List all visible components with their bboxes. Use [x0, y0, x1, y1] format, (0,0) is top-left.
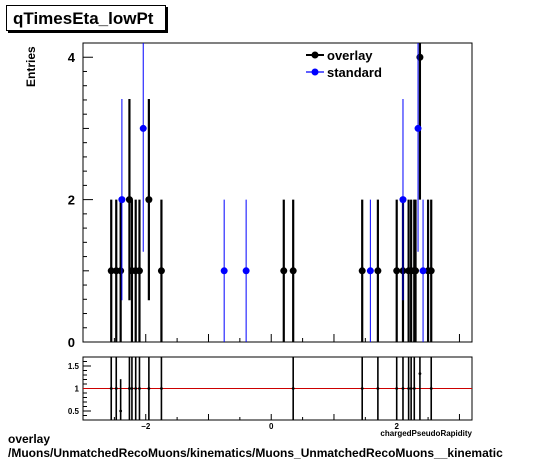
main-y-tick-label: 0: [68, 335, 75, 350]
chart-title: qTimesEta_lowPt: [6, 5, 166, 31]
x-axis-label: chargedPseudoRapidity: [380, 429, 472, 438]
main-frame-rect: [82, 42, 473, 343]
overlay-point: [358, 267, 366, 275]
standard-point: [414, 124, 422, 132]
ratio-point: [138, 387, 141, 390]
ratio-y-tick-label: 1.5: [68, 362, 80, 371]
overlay-point: [412, 267, 420, 275]
legend-marker-overlay: [311, 51, 319, 59]
standard-point: [242, 267, 250, 275]
overlay-point: [157, 267, 165, 275]
ratio-point: [291, 387, 295, 390]
overlay-point: [416, 53, 424, 61]
legend-marker-standard: [311, 68, 319, 76]
overlay-point: [145, 196, 153, 204]
ratio-point: [412, 387, 416, 390]
legend-label-overlay: overlay: [327, 48, 373, 63]
main-y-tick-label: 4: [68, 50, 76, 65]
legend-label-standard: standard: [327, 65, 382, 80]
overlay-point: [393, 267, 401, 275]
standard-point: [419, 267, 427, 275]
ratio-x-tick-label: −2: [141, 422, 151, 431]
footer-line-2: /Muons/UnmatchedRecoMuons/kinematics/Muo…: [8, 446, 503, 460]
overlay-point: [107, 267, 115, 275]
ratio-point: [407, 387, 411, 390]
ratio-point: [119, 409, 123, 413]
overlay-point: [280, 267, 288, 275]
ratio-point: [130, 387, 134, 390]
main-plot-frame: [82, 42, 473, 343]
ratio-point: [128, 387, 131, 390]
ratio-y-tick-label: 0.5: [68, 407, 80, 416]
main-y-tick-label: 2: [68, 193, 75, 208]
ratio-x-tick-label: 2: [394, 422, 399, 431]
overlay-point: [374, 267, 382, 275]
ratio-plot-marks: [83, 357, 472, 420]
standard-point: [220, 267, 228, 275]
ratio-x-tick-label: 0: [269, 422, 274, 431]
ratio-point: [409, 387, 413, 390]
ratio-point: [160, 387, 163, 390]
ratio-y-tick-label: 1: [75, 385, 80, 394]
ratio-point: [395, 387, 399, 390]
standard-point: [139, 124, 147, 132]
standard-point: [118, 196, 126, 204]
ratio-point: [114, 387, 118, 390]
footer-line-1: overlay: [8, 432, 51, 446]
ratio-point: [429, 387, 433, 390]
ratio-point: [376, 387, 380, 390]
overlay-point: [135, 267, 143, 275]
overlay-point: [427, 267, 435, 275]
ratio-point: [418, 372, 422, 376]
ratio-point: [109, 387, 113, 390]
main-y-axis: 0 2 4: [68, 50, 93, 350]
overlay-point: [117, 267, 125, 275]
footer-path: overlay /Muons/UnmatchedRecoMuons/kinema…: [8, 432, 503, 460]
ratio-point: [147, 387, 151, 390]
main-plot-marks: [107, 43, 435, 342]
standard-point: [366, 267, 374, 275]
overlay-point: [289, 267, 297, 275]
ratio-point: [134, 387, 138, 390]
legend: overlay standard: [306, 48, 382, 80]
ratio-point: [360, 387, 364, 390]
standard-point: [399, 196, 407, 204]
ratio-point: [401, 387, 405, 390]
